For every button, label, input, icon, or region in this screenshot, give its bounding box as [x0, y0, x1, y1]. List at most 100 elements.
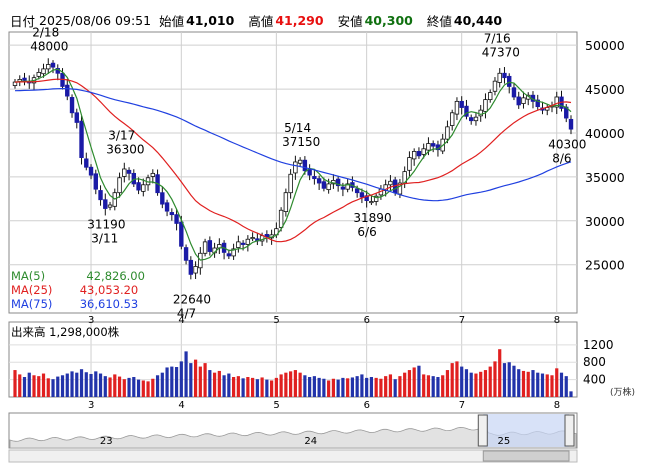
- volume-bar: [493, 361, 497, 397]
- candle-body: [141, 184, 146, 192]
- ma75-line: [14, 87, 572, 202]
- volume-bar: [460, 366, 464, 397]
- candle-body: [41, 68, 46, 75]
- close-value: 40,440: [453, 12, 503, 28]
- volume-bar: [550, 375, 554, 397]
- candle-body: [316, 178, 322, 184]
- volume-bar: [94, 371, 98, 397]
- volume-bar: [317, 377, 321, 397]
- annotation-label: 3/17: [108, 128, 135, 142]
- candle-body: [507, 75, 512, 87]
- candle-body: [231, 248, 236, 257]
- volume-bar: [103, 376, 107, 397]
- volume-bar: [108, 377, 112, 397]
- volume-bar: [464, 369, 469, 397]
- volume-bar: [346, 378, 350, 397]
- price-tick-label: 40000: [585, 126, 625, 141]
- volume-month-tick-label: 3: [88, 400, 94, 411]
- candle-body: [373, 195, 379, 202]
- annotation-label: 4/7: [177, 306, 196, 320]
- volume-bar: [441, 375, 445, 397]
- candle-body: [469, 117, 474, 122]
- month-tick-label: 3: [88, 315, 94, 326]
- volume-bar: [141, 380, 145, 397]
- volume-bar: [32, 375, 36, 397]
- annotation-label: 31890: [353, 211, 391, 225]
- navigator-year-label: 23: [100, 436, 113, 447]
- volume-bar: [431, 376, 435, 397]
- volume-bar: [51, 379, 55, 397]
- volume-bar: [379, 378, 383, 397]
- candle-body: [535, 99, 540, 108]
- candle-body: [169, 212, 175, 216]
- candle-body: [207, 240, 213, 252]
- ma25-legend: MA(25) 43,053.20: [11, 283, 145, 297]
- volume-bar: [170, 366, 174, 397]
- candle-body: [264, 234, 270, 238]
- month-tick-label: 4: [178, 315, 184, 326]
- candle-body: [179, 221, 184, 247]
- volume-bar: [179, 361, 183, 397]
- volume-month-tick-label: 5: [273, 400, 279, 411]
- price-tick-label: 35000: [585, 170, 625, 185]
- volume-bar: [569, 391, 573, 397]
- annotation-label: 7/16: [484, 31, 511, 45]
- volume-bar: [322, 378, 326, 397]
- candle-body: [160, 192, 165, 205]
- candle-body: [93, 173, 98, 190]
- volume-bar: [65, 373, 69, 397]
- candle-body: [88, 166, 94, 176]
- volume-bar: [98, 373, 103, 397]
- candle-body: [98, 190, 103, 201]
- volume-bar: [336, 379, 340, 397]
- volume-bar: [127, 377, 131, 397]
- volume-bar: [341, 377, 345, 397]
- candle-body: [302, 159, 308, 172]
- price-panel-frame: [8, 31, 578, 314]
- volume-bar: [308, 377, 312, 397]
- candle-body: [126, 169, 132, 174]
- volume-bar: [155, 375, 160, 397]
- candle-body: [459, 100, 464, 108]
- volume-bar: [517, 369, 521, 397]
- candle-body: [245, 238, 251, 245]
- volume-bar: [426, 375, 431, 397]
- candle-body: [193, 266, 198, 274]
- volume-bar: [265, 379, 269, 397]
- navigator-right-handle: [564, 414, 575, 447]
- ma5-legend: MA(5) 42,826.00: [11, 269, 145, 283]
- volume-bar: [507, 362, 511, 397]
- volume-bar: [422, 374, 426, 397]
- volume-bar: [502, 363, 507, 397]
- candle-body: [46, 64, 51, 70]
- candle-body: [359, 192, 365, 198]
- candle-body: [50, 62, 56, 68]
- candle-body: [22, 77, 27, 81]
- candle-body: [354, 188, 360, 194]
- low-value: 40,300: [364, 12, 413, 28]
- volume-bar: [279, 374, 283, 397]
- navigator-left-handle: [477, 414, 488, 447]
- volume-bar: [84, 372, 88, 397]
- volume-bar: [46, 378, 50, 397]
- ma75-legend: MA(75) 36,610.53: [11, 297, 145, 311]
- volume-bar: [160, 372, 164, 397]
- ma75-label: MA(75): [11, 297, 53, 311]
- volume-bar: [521, 370, 526, 397]
- ma5-value: 42,826.00: [86, 269, 145, 283]
- candle-body: [84, 158, 89, 168]
- volume-bar: [365, 377, 369, 397]
- volume-bar: [79, 369, 84, 397]
- candle-body: [335, 178, 341, 187]
- volume-bar: [445, 370, 450, 397]
- volume-bar: [227, 373, 231, 397]
- volume-bar: [132, 377, 136, 397]
- volume-tick-label: 800: [583, 355, 606, 369]
- volume-bar: [536, 372, 540, 397]
- volume-bar: [293, 370, 297, 397]
- volume-month-tick-label: 4: [178, 400, 184, 411]
- ma25-line: [14, 78, 572, 243]
- candle-body: [321, 181, 327, 189]
- candle-body: [478, 109, 483, 117]
- volume-panel-frame: [8, 321, 578, 398]
